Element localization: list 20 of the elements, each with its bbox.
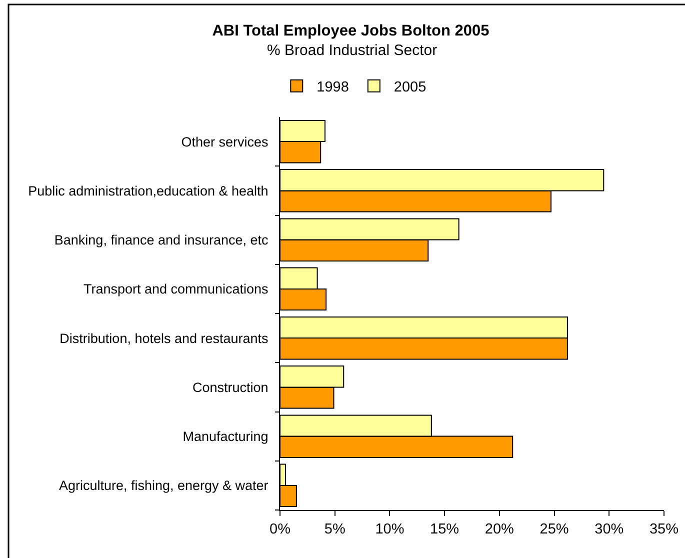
y-tick-label: Distribution, hotels and restaurants (60, 330, 269, 346)
x-tick-label: 35% (649, 521, 679, 538)
y-tick-label: Banking, finance and insurance, etc (54, 232, 269, 248)
x-tick-label: 5% (324, 521, 346, 538)
y-tick-label: Agriculture, fishing, energy & water (58, 478, 269, 494)
legend-label: 1998 (316, 80, 349, 96)
x-tick-label: 0% (270, 521, 291, 538)
chart-subtitle: % Broad Industrial Sector (267, 42, 438, 59)
y-tick-label: Transport and communications (83, 282, 269, 297)
y-tick-label: Public administration,education & health (28, 183, 268, 198)
x-tick-label: 25% (540, 521, 569, 538)
legend-label: 2005 (394, 80, 426, 96)
x-tick-label: 30% (594, 521, 624, 538)
x-tick-label: 20% (484, 521, 514, 538)
y-tick-label: Manufacturing (182, 429, 268, 444)
x-tick-label: 10% (375, 521, 404, 538)
x-tick-label: 15% (430, 521, 460, 538)
chart-title: ABI Total Employee Jobs Bolton 2005 (212, 22, 490, 40)
y-tick-label: Construction (192, 380, 268, 395)
y-tick-label: Other services (181, 134, 269, 150)
